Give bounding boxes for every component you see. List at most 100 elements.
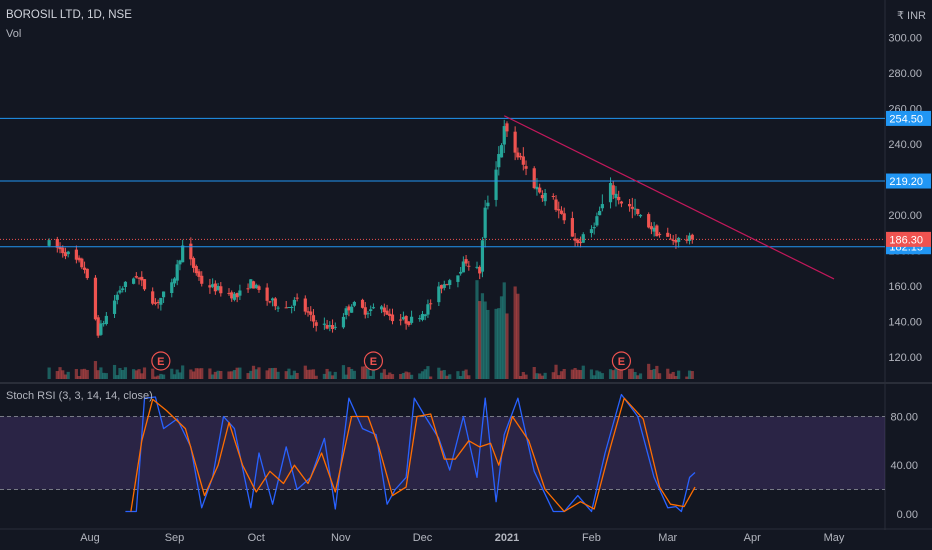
candle-body[interactable] <box>666 232 670 237</box>
candle-body[interactable] <box>191 258 196 268</box>
candle-body[interactable] <box>170 282 174 294</box>
candle-body[interactable] <box>401 317 406 320</box>
candle-body[interactable] <box>668 238 673 240</box>
candle-body[interactable] <box>559 210 564 214</box>
candle-body[interactable] <box>578 241 583 244</box>
candle-body[interactable] <box>270 298 275 301</box>
candle-body[interactable] <box>194 266 198 274</box>
candle-body[interactable] <box>66 251 70 255</box>
candle-body[interactable] <box>456 275 460 282</box>
candle-body[interactable] <box>486 202 490 207</box>
earnings-marker-circle[interactable] <box>363 351 384 371</box>
candle-body[interactable] <box>82 267 87 270</box>
candle-body[interactable] <box>232 293 237 300</box>
candle-body[interactable] <box>172 278 177 284</box>
candle-body[interactable] <box>600 204 604 209</box>
level-price-tag[interactable]: 219.20 <box>889 176 923 188</box>
candle-body[interactable] <box>61 247 65 254</box>
candle-body[interactable] <box>134 276 138 278</box>
candle-body[interactable] <box>628 203 632 207</box>
candle-body[interactable] <box>344 308 348 315</box>
last-price-tag[interactable]: 186.30 <box>889 234 923 246</box>
candle-body[interactable] <box>619 201 624 204</box>
candle-body[interactable] <box>290 307 294 309</box>
earnings-marker-circle[interactable] <box>151 351 171 371</box>
candle-body[interactable] <box>63 252 68 257</box>
candle-body[interactable] <box>409 316 414 323</box>
earnings-marker-circle[interactable] <box>611 351 632 371</box>
candle-body[interactable] <box>418 318 422 320</box>
candle-body[interactable] <box>464 259 468 264</box>
candle-body[interactable] <box>581 234 585 243</box>
candle-body[interactable] <box>227 292 231 294</box>
candle-body[interactable] <box>213 283 217 292</box>
candle-body[interactable] <box>404 315 408 324</box>
earnings-marker-label[interactable]: E <box>157 356 164 368</box>
candle-body[interactable] <box>576 239 580 244</box>
candle-body[interactable] <box>47 240 51 246</box>
candle-body[interactable] <box>570 218 574 237</box>
candle-body[interactable] <box>314 322 318 326</box>
candle-body[interactable] <box>505 123 509 132</box>
candle-body[interactable] <box>104 315 108 325</box>
candle-body[interactable] <box>295 297 299 299</box>
candle-body[interactable] <box>657 233 662 235</box>
candle-body[interactable] <box>532 168 536 189</box>
stoch-line-D[interactable] <box>130 397 696 513</box>
candle-body[interactable] <box>467 265 471 267</box>
candle-body[interactable] <box>268 301 272 303</box>
candle-body[interactable] <box>502 126 506 145</box>
candle-body[interactable] <box>159 297 163 305</box>
candle-body[interactable] <box>497 154 501 168</box>
candle-body[interactable] <box>371 307 376 309</box>
candle-body[interactable] <box>284 307 288 309</box>
candle-body[interactable] <box>246 288 250 290</box>
candle-body[interactable] <box>80 258 84 268</box>
candle-body[interactable] <box>617 196 621 201</box>
candle-body[interactable] <box>499 145 504 158</box>
candle-body[interactable] <box>121 288 125 290</box>
candle-body[interactable] <box>151 291 155 304</box>
candle-body[interactable] <box>181 245 185 263</box>
candle-body[interactable] <box>483 207 487 238</box>
candle-body[interactable] <box>219 286 223 294</box>
candle-body[interactable] <box>399 319 403 321</box>
candle-body[interactable] <box>608 183 613 203</box>
candle-body[interactable] <box>251 281 256 289</box>
candle-body[interactable] <box>518 155 523 158</box>
candle-body[interactable] <box>347 306 351 311</box>
candle-body[interactable] <box>189 243 193 260</box>
candle-body[interactable] <box>156 301 160 303</box>
level-price-tag[interactable]: 254.50 <box>889 113 923 125</box>
candle-body[interactable] <box>140 276 144 281</box>
candle-body[interactable] <box>360 299 365 308</box>
candle-body[interactable] <box>93 277 98 320</box>
candle-body[interactable] <box>480 240 485 272</box>
candle-body[interactable] <box>516 152 520 158</box>
candle-body[interactable] <box>341 316 346 328</box>
candle-body[interactable] <box>674 239 678 243</box>
candle-body[interactable] <box>287 306 291 308</box>
candle-body[interactable] <box>459 271 463 274</box>
candle-body[interactable] <box>363 307 367 315</box>
candle-body[interactable] <box>540 195 544 199</box>
candle-body[interactable] <box>161 291 166 298</box>
candle-body[interactable] <box>115 294 119 300</box>
candle-body[interactable] <box>671 239 675 241</box>
candle-body[interactable] <box>208 285 212 288</box>
candle-body[interactable] <box>142 279 147 290</box>
candle-body[interactable] <box>478 267 482 274</box>
candle-body[interactable] <box>58 246 62 250</box>
candle-body[interactable] <box>112 300 117 314</box>
candle-body[interactable] <box>429 303 433 305</box>
candle-body[interactable] <box>521 156 525 165</box>
candle-body[interactable] <box>649 226 654 230</box>
volume-label[interactable]: Vol <box>6 28 22 40</box>
candle-body[interactable] <box>551 195 555 197</box>
candle-body[interactable] <box>630 206 634 209</box>
trend-line[interactable] <box>503 115 835 280</box>
candle-body[interactable] <box>423 314 427 317</box>
candle-body[interactable] <box>685 239 689 241</box>
candle-body[interactable] <box>153 302 158 304</box>
